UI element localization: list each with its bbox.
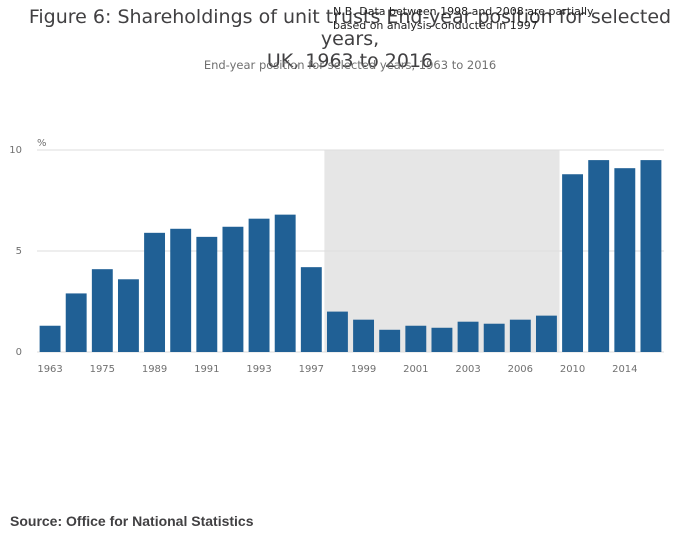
chart-subtitle: End-year position for selected years, 19… [203, 58, 497, 72]
bar [483, 323, 505, 352]
y-tick-label: 10 [9, 145, 22, 156]
bar [248, 218, 270, 352]
bar [379, 329, 401, 352]
bar [144, 232, 166, 352]
bar [588, 160, 610, 352]
chart-title-line2: UK, 1963 to 2016 [266, 50, 434, 72]
bar [274, 214, 296, 352]
bar [222, 226, 244, 352]
annotation-note-line2: based on analysis conducted in 1997 [333, 19, 538, 32]
x-tick-label: 1997 [299, 364, 324, 375]
bar [562, 174, 584, 352]
x-tick-label: 1993 [246, 364, 271, 375]
y-tick-label: 0 [16, 347, 22, 358]
bar [457, 321, 479, 352]
bar [405, 325, 427, 352]
y-tick-label: 5 [16, 246, 22, 257]
bar [170, 228, 192, 352]
bar [300, 267, 322, 352]
chart-title: Figure 6: Shareholdings of unit trusts E… [0, 6, 700, 72]
x-tick-label: 2014 [612, 364, 637, 375]
chart-title-line1: Figure 6: Shareholdings of unit trusts E… [28, 6, 672, 50]
x-tick-label: 2003 [455, 364, 480, 375]
bar [353, 319, 375, 352]
bar [117, 279, 139, 352]
bar [91, 269, 113, 352]
x-tick-label: 2006 [508, 364, 533, 375]
bar [431, 327, 453, 352]
x-tick-label: 2001 [403, 364, 428, 375]
bar [535, 315, 557, 352]
annotation-note-line1: N.B. Data between 1998 and 2008 are part… [333, 5, 594, 18]
bar [614, 168, 636, 352]
bar [640, 160, 662, 352]
source-text: Source: Office for National Statistics [10, 513, 254, 529]
x-tick-label: 1975 [90, 364, 115, 375]
x-tick-label: 1999 [351, 364, 376, 375]
bar [509, 319, 531, 352]
annotation-note: N.B. Data between 1998 and 2008 are part… [333, 5, 594, 33]
bar [39, 325, 61, 352]
x-tick-label: 1991 [194, 364, 219, 375]
bar [196, 236, 218, 352]
y-axis-label: % [37, 138, 47, 149]
x-tick-label: 1989 [142, 364, 167, 375]
bar [326, 311, 348, 352]
bar [65, 293, 87, 352]
x-tick-label: 2010 [560, 364, 585, 375]
x-tick-label: 1963 [37, 364, 62, 375]
